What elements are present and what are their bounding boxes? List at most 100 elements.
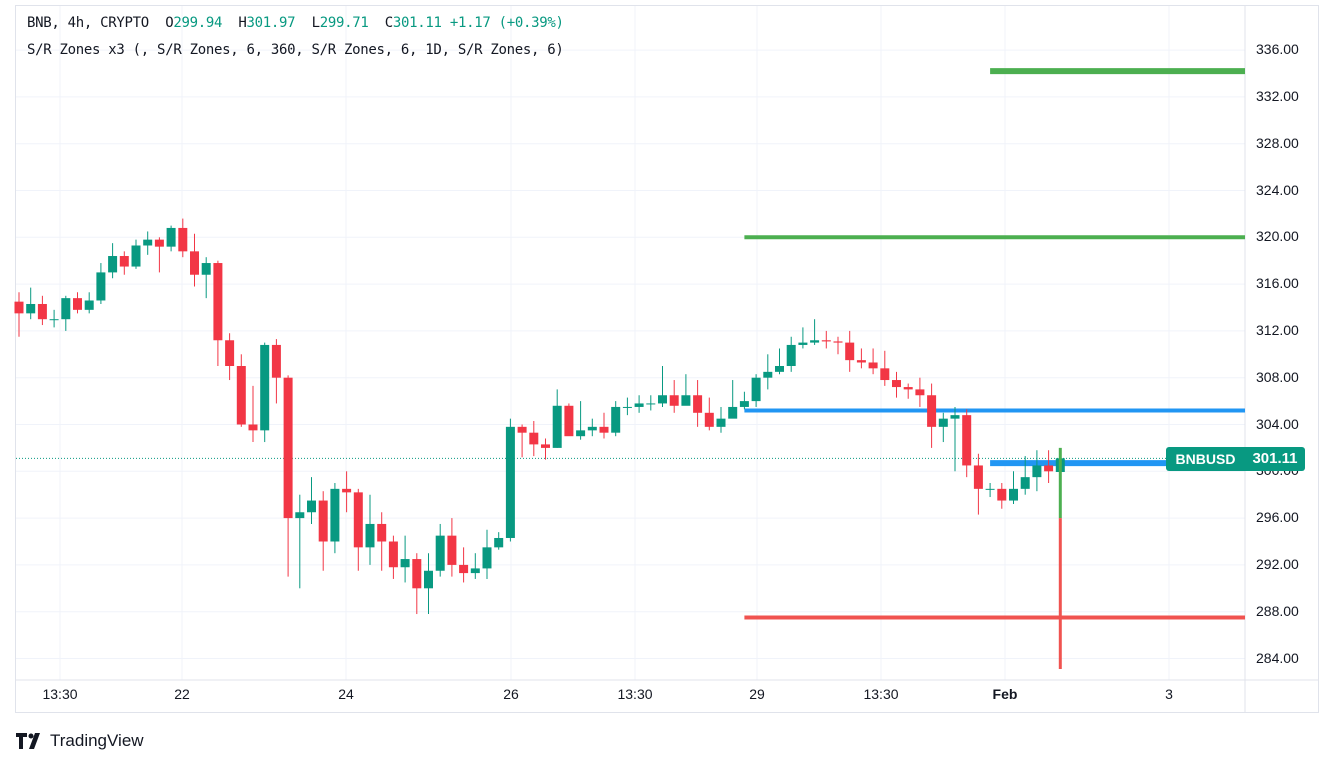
candle-body [400, 559, 410, 568]
candle-body [178, 227, 188, 252]
time-tick-label: Feb [992, 686, 1018, 702]
candle-body [938, 418, 948, 427]
candle-body [985, 488, 995, 490]
candle-body [1009, 488, 1018, 501]
candle-body [131, 245, 141, 267]
candle-body [201, 263, 211, 275]
candle-body [283, 377, 293, 519]
candle-body [763, 371, 773, 378]
candle-body [1032, 465, 1042, 478]
candle-body [494, 537, 504, 548]
candle-body [973, 465, 983, 489]
candle-body [669, 395, 679, 406]
candle-body [14, 301, 24, 314]
price-tick-label: 336.00 [1256, 41, 1299, 58]
candle-body [599, 426, 609, 433]
candle-body [552, 405, 562, 448]
candle-body [658, 395, 667, 404]
candle-body [318, 500, 328, 542]
candle-body [108, 256, 118, 273]
candle-body [260, 344, 270, 431]
time-tick-label: 3 [1165, 686, 1173, 702]
legend-close-label: C [384, 15, 393, 31]
candle-body [353, 492, 363, 548]
candle-body [775, 366, 784, 372]
price-tick-label: 332.00 [1256, 87, 1299, 104]
candle-body [447, 535, 457, 565]
last-price-tag: 301.11 [1245, 447, 1305, 471]
candle-body [798, 342, 808, 345]
chart-frame [15, 5, 1319, 713]
candle-body [190, 251, 199, 275]
candle-body [330, 488, 340, 542]
candle-body [821, 340, 831, 342]
candles [14, 218, 1065, 615]
candle-body [704, 412, 714, 427]
candle-body [412, 559, 422, 589]
time-tick-label: 29 [749, 686, 765, 702]
candle-body [541, 444, 550, 448]
time-tick-label: 13:30 [863, 686, 899, 702]
tradingview-logo-icon [16, 733, 40, 749]
candle-body [482, 547, 492, 569]
price-tick-label: 320.00 [1256, 228, 1299, 245]
price-tick-label: 316.00 [1256, 275, 1299, 292]
candle-body [810, 340, 820, 343]
legend-low-label: L [311, 15, 320, 31]
candle-body [845, 342, 855, 361]
candle-body [26, 303, 36, 314]
candle-body [915, 389, 925, 396]
candle-body [634, 403, 644, 407]
candle-body [96, 272, 106, 301]
candle-body [213, 263, 223, 341]
candle-body [1020, 477, 1030, 489]
candle-body [225, 340, 235, 366]
tradingview-brand[interactable]: TradingView [16, 731, 144, 751]
candle-body [739, 401, 749, 407]
legend-symbol: BNB, 4h, CRYPTO [27, 15, 149, 31]
candle-body [856, 360, 866, 363]
candle-body [927, 395, 937, 427]
candle-body [49, 319, 59, 321]
price-tick-label: 328.00 [1256, 134, 1299, 151]
candle-body [611, 406, 621, 433]
candle-body [564, 405, 574, 437]
candle-body [868, 362, 878, 369]
candle-body [693, 395, 703, 413]
candle-body [833, 341, 843, 343]
candle-body [950, 415, 960, 419]
candle-body [751, 377, 761, 402]
candle-body [505, 426, 515, 538]
candle-body [1044, 465, 1054, 472]
candle-body [517, 426, 527, 433]
candle-body [728, 406, 738, 419]
candle-body [119, 256, 129, 267]
legend-ohlc: BNB, 4h, CRYPTO O299.94 H301.97 L299.71 … [27, 15, 564, 31]
time-tick-label: 22 [174, 686, 190, 702]
candle-body [587, 426, 597, 431]
legend-indicator[interactable]: S/R Zones x3 (, S/R Zones, 6, 360, S/R Z… [27, 42, 564, 58]
candle-body [646, 403, 656, 405]
candle-body [271, 344, 281, 378]
candle-body [622, 406, 632, 408]
symbol-tag: BNBUSD [1166, 447, 1245, 471]
candle-body [681, 395, 691, 406]
price-tick-label: 308.00 [1256, 368, 1299, 385]
candle-body [880, 368, 890, 381]
candle-body [435, 535, 445, 571]
price-tick-label: 324.00 [1256, 181, 1299, 198]
brand-name: TradingView [50, 731, 144, 750]
candle-body [424, 570, 433, 589]
candle-body [388, 541, 398, 568]
candle-body [377, 523, 387, 542]
legend-high-label: H [238, 15, 247, 31]
candle-body [365, 523, 375, 548]
legend-change: +1.17 (+0.39%) [449, 15, 564, 31]
candle-body [529, 432, 539, 445]
candle-body [459, 564, 469, 574]
price-tick-label: 288.00 [1256, 602, 1299, 619]
legend-open-label: O [165, 15, 174, 31]
legend-high-value: 301.97 [246, 15, 296, 31]
legend-open-value: 299.94 [173, 15, 223, 31]
